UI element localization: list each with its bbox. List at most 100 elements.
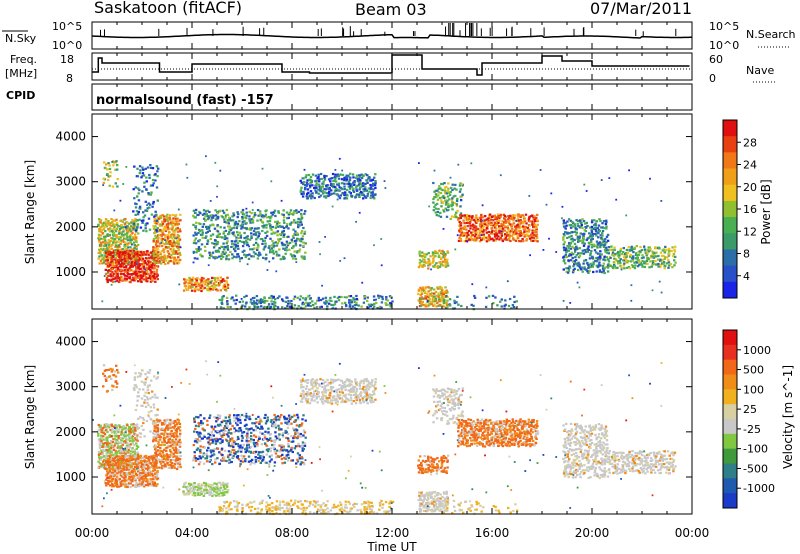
data-cell <box>277 240 281 243</box>
data-cell <box>356 177 359 180</box>
data-cell <box>617 250 620 254</box>
data-cell <box>235 239 238 242</box>
data-cell <box>424 256 427 259</box>
data-cell <box>363 195 366 198</box>
data-cell <box>214 255 217 259</box>
data-cell <box>144 391 147 394</box>
data-cell <box>525 237 529 240</box>
data-cell <box>528 195 531 197</box>
data-cell <box>459 205 462 208</box>
data-cell <box>222 278 225 281</box>
data-cell <box>469 224 472 227</box>
data-cell <box>117 260 120 263</box>
data-cell <box>151 279 154 283</box>
data-cell <box>104 272 108 275</box>
data-cell <box>152 237 156 240</box>
data-cell <box>108 434 112 437</box>
data-cell <box>153 465 156 468</box>
data-cell <box>137 391 140 394</box>
data-cell <box>471 216 474 219</box>
data-cell <box>124 259 127 262</box>
data-cell <box>232 255 236 258</box>
data-cell <box>564 221 567 225</box>
data-cell <box>109 273 112 276</box>
data-cell <box>509 239 512 243</box>
data-cell <box>177 220 180 223</box>
data-cell <box>492 219 495 222</box>
data-cell <box>417 266 421 269</box>
data-cell <box>276 234 279 237</box>
data-cell <box>122 262 125 265</box>
data-cell <box>243 216 246 219</box>
data-cell <box>152 248 155 251</box>
data-cell <box>188 285 191 288</box>
data-cell <box>127 252 130 255</box>
data-cell <box>213 278 217 281</box>
data-cell <box>420 292 424 295</box>
data-cell <box>496 213 500 216</box>
data-cell <box>138 165 142 168</box>
data-cell <box>673 248 676 251</box>
data-cell <box>160 242 163 244</box>
data-cell <box>141 275 145 278</box>
data-cell <box>104 218 108 221</box>
data-cell <box>132 423 135 426</box>
data-cell <box>243 220 246 223</box>
data-cell <box>619 250 622 253</box>
data-cell <box>630 245 633 248</box>
data-cell <box>358 188 361 191</box>
data-cell <box>571 260 575 263</box>
data-cell <box>534 227 538 230</box>
data-cell <box>225 237 227 239</box>
data-cell <box>203 286 207 289</box>
data-cell <box>122 465 125 468</box>
data-cell <box>454 194 457 197</box>
data-cell <box>338 197 342 200</box>
data-cell <box>139 270 142 273</box>
data-cell <box>156 216 159 219</box>
data-cell <box>125 458 129 461</box>
data-cell <box>652 254 656 257</box>
data-cell <box>655 263 658 266</box>
data-cell <box>118 461 122 465</box>
data-cell <box>176 227 179 230</box>
data-cell <box>585 268 588 271</box>
data-cell <box>232 248 236 251</box>
data-cell <box>106 425 110 428</box>
data-cell <box>198 239 201 242</box>
data-cell <box>461 184 464 187</box>
data-cell <box>257 231 260 234</box>
data-cell <box>563 258 566 262</box>
data-cell <box>380 301 384 304</box>
data-cell <box>106 248 109 252</box>
data-cell <box>262 239 265 243</box>
data-cell <box>269 248 272 251</box>
data-cell <box>625 255 628 259</box>
data-cell <box>604 250 607 253</box>
data-cell <box>192 241 196 245</box>
data-cell <box>268 260 271 263</box>
data-cell <box>234 302 237 305</box>
data-cell <box>602 269 605 272</box>
data-cell <box>142 465 145 468</box>
data-cell <box>137 470 140 473</box>
data-cell <box>155 484 158 488</box>
data-cell <box>594 224 598 227</box>
data-cell <box>443 305 446 308</box>
data-cell <box>622 247 625 250</box>
data-cell <box>456 295 459 298</box>
data-cell <box>159 462 163 465</box>
data-cell <box>109 227 112 230</box>
data-cell <box>239 260 241 263</box>
data-cell <box>347 174 350 177</box>
data-cell <box>446 262 449 265</box>
data-cell <box>331 184 334 187</box>
data-cell <box>458 220 461 224</box>
data-cell <box>564 249 567 252</box>
data-cell <box>666 256 669 259</box>
data-cell <box>501 239 505 243</box>
data-cell <box>435 305 438 308</box>
data-cell <box>596 244 600 247</box>
data-cell <box>168 231 171 234</box>
data-cell <box>363 297 366 300</box>
